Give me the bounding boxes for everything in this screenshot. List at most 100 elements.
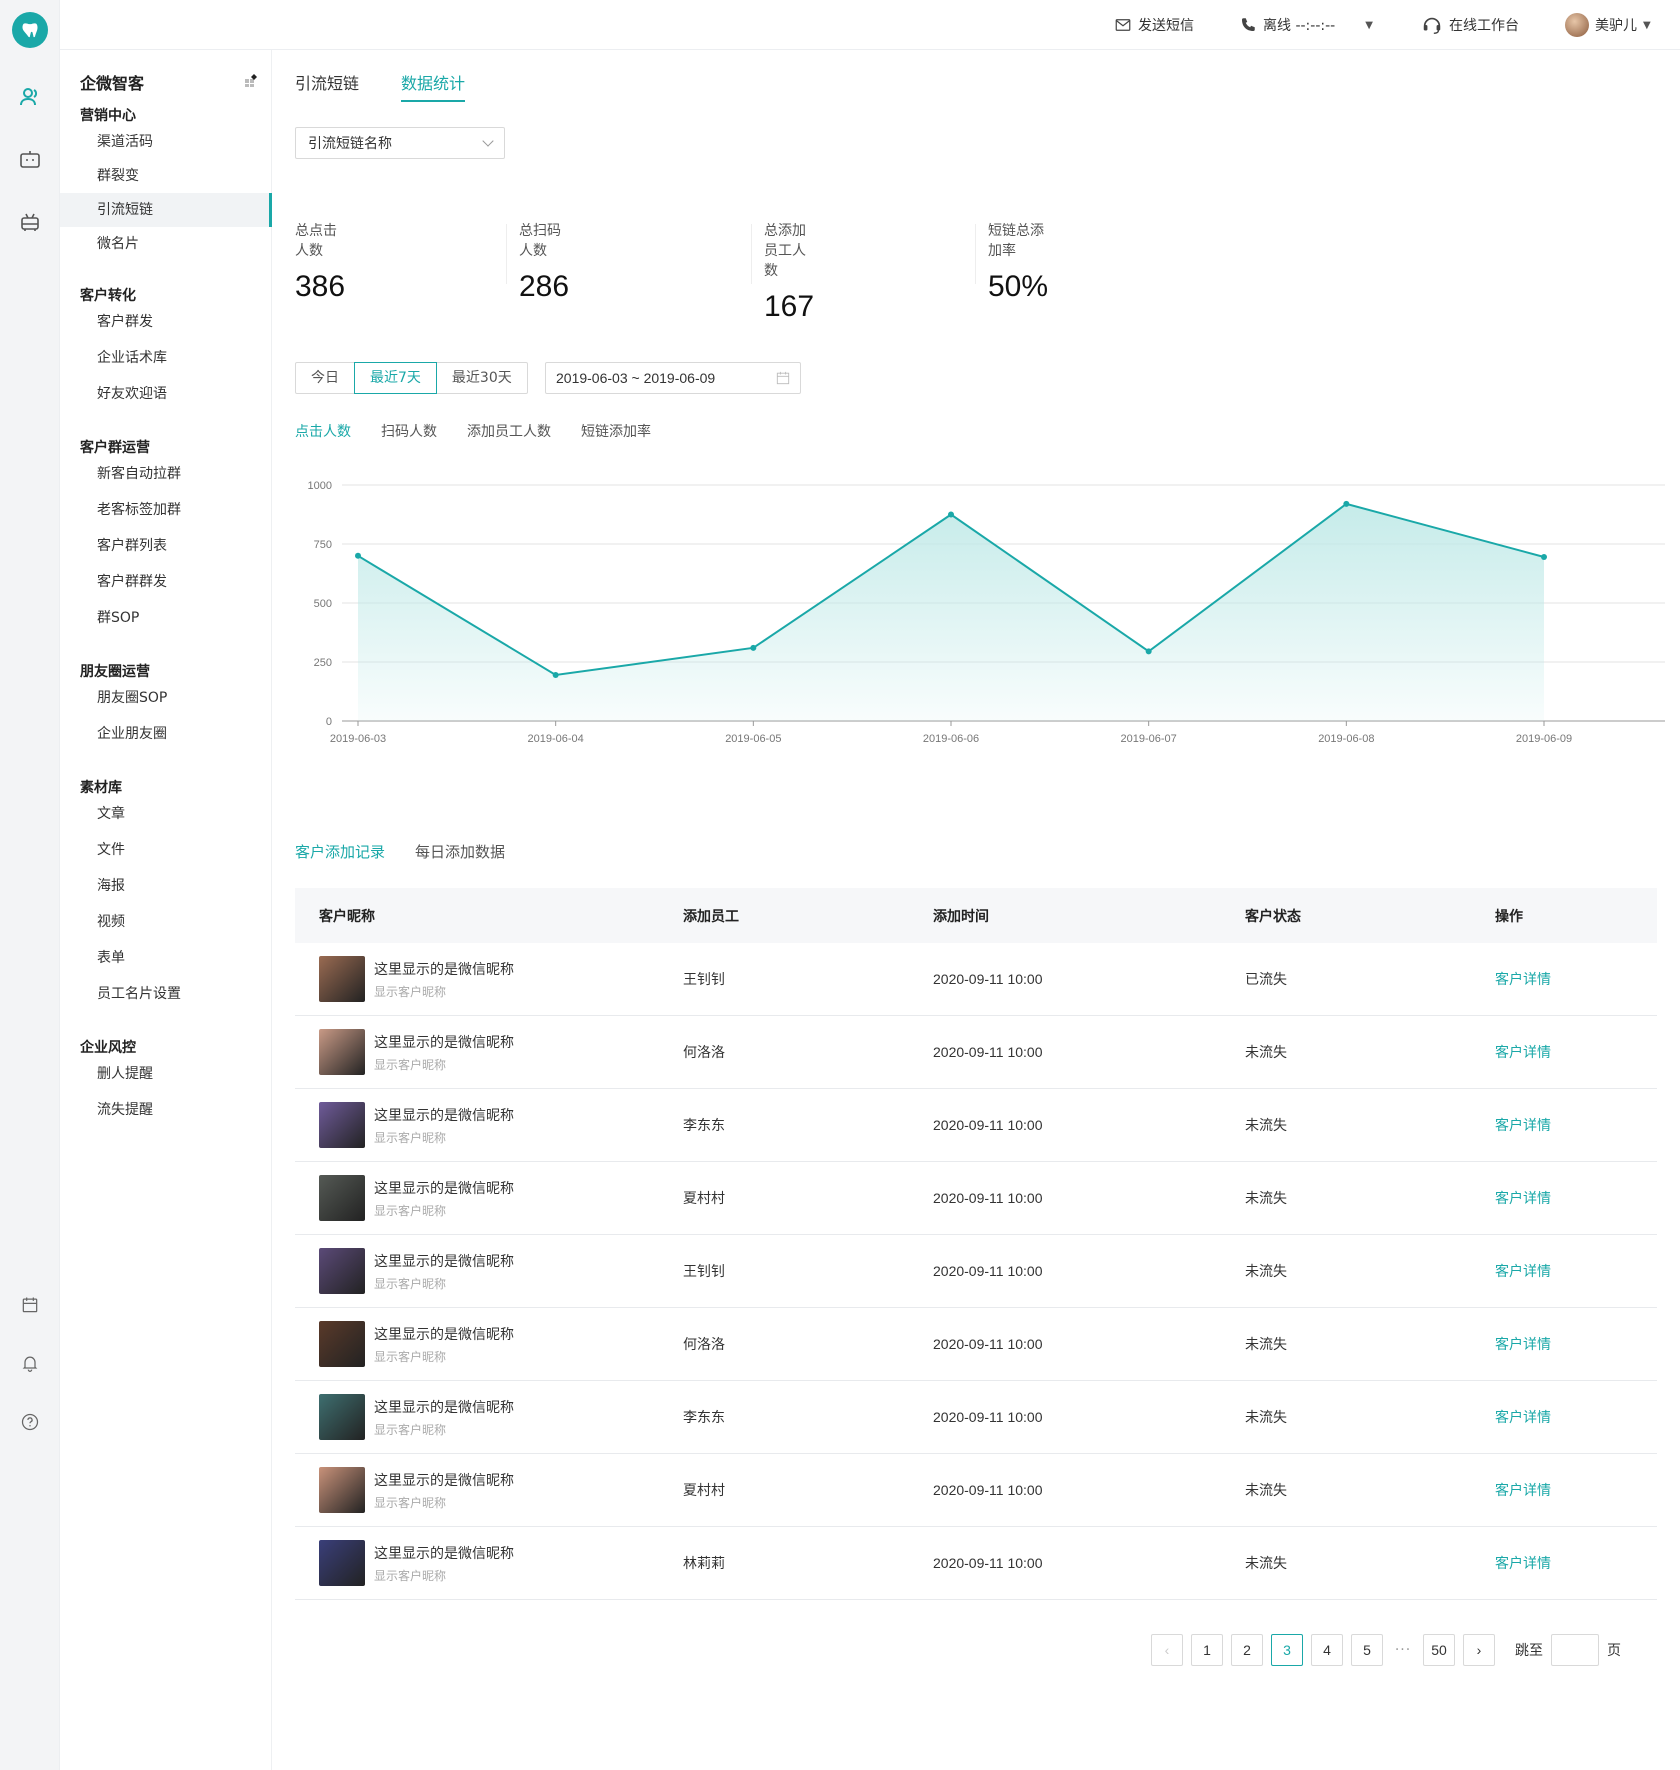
sidebar-item[interactable]: 企业朋友圈 [97, 726, 167, 742]
customer-detail-link[interactable]: 客户详情 [1495, 1045, 1551, 1061]
tab-daily-data[interactable]: 每日添加数据 [415, 843, 506, 861]
data-point [355, 552, 361, 559]
sidebar-item[interactable]: 引流短链 [60, 193, 272, 227]
customer-detail-link[interactable]: 客户详情 [1495, 1264, 1551, 1280]
page-3[interactable]: 3 [1271, 1634, 1303, 1666]
customer-detail-link[interactable]: 客户详情 [1495, 972, 1551, 988]
customer-status: 未流失 [1245, 1118, 1287, 1134]
calendar-icon[interactable] [15, 1290, 45, 1320]
tab-short-link[interactable]: 引流短链 [295, 74, 360, 93]
sidebar-item[interactable]: 好友欢迎语 [97, 386, 167, 402]
caret-down-icon: ▼ [1365, 19, 1373, 31]
sidebar-item[interactable]: 文件 [97, 842, 125, 858]
tab-customer-records[interactable]: 客户添加记录 [295, 843, 386, 861]
page-5[interactable]: 5 [1351, 1634, 1383, 1666]
sidebar-item[interactable]: 文章 [97, 806, 125, 822]
headset-icon [1423, 17, 1441, 34]
customer-nickname: 显示客户昵称 [374, 1568, 447, 1583]
sidebar-item[interactable]: 群裂变 [97, 168, 139, 184]
stat-value: 50% [988, 270, 1049, 303]
sidebar-item[interactable]: 新客自动拉群 [97, 466, 181, 482]
sidebar-item[interactable]: 客户群列表 [97, 538, 167, 554]
wechat-nickname: 这里显示的是微信昵称 [374, 961, 514, 978]
customer-status: 未流失 [1245, 1410, 1287, 1426]
data-point [552, 671, 559, 678]
range-today-button[interactable]: 今日 [295, 362, 355, 394]
collapse-sidebar-icon[interactable] [243, 72, 259, 88]
metric-tab-scans[interactable]: 扫码人数 [381, 424, 437, 440]
wechat-nickname: 这里显示的是微信昵称 [374, 1180, 514, 1197]
wechat-nickname: 这里显示的是微信昵称 [374, 1326, 514, 1343]
customer-detail-link[interactable]: 客户详情 [1495, 1410, 1551, 1426]
customer-avatar [319, 1540, 365, 1586]
sidebar-item[interactable]: 客户群群发 [97, 574, 167, 590]
sidebar-item[interactable]: 客户群发 [97, 314, 153, 330]
wechat-nickname: 这里显示的是微信昵称 [374, 1034, 514, 1051]
data-point [750, 644, 757, 651]
bus-icon[interactable] [15, 208, 45, 238]
main-content: 引流短链 数据统计 引流短链名称 总点击人数 386 总扫码人数 286 总添加… [272, 50, 1680, 1770]
customer-names: 这里显示的是微信昵称 显示客户昵称 [374, 1397, 514, 1438]
sidebar-item[interactable]: 流失提醒 [97, 1102, 153, 1118]
range-7days-button[interactable]: 最近7天 [354, 362, 437, 394]
prev-page-button[interactable]: ‹ [1151, 1634, 1183, 1666]
customer-status: 未流失 [1245, 1191, 1287, 1207]
customer-detail-link[interactable]: 客户详情 [1495, 1118, 1551, 1134]
next-page-button[interactable]: › [1463, 1634, 1495, 1666]
sidebar-item[interactable]: 企业话术库 [97, 350, 167, 366]
sidebar-item[interactable]: 朋友圈SOP [97, 690, 168, 706]
sidebar-item[interactable]: 群SOP [97, 610, 140, 626]
add-time: 2020-09-11 10:00 [933, 1190, 1043, 1206]
customer-cell: 这里显示的是微信昵称 显示客户昵称 [295, 1467, 683, 1513]
wechat-nickname: 这里显示的是微信昵称 [374, 1472, 514, 1489]
sidebar-item[interactable]: 微名片 [97, 236, 139, 252]
send-sms-button[interactable]: 发送短信 [1114, 0, 1194, 50]
tab-data-statistics[interactable]: 数据统计 [401, 70, 466, 102]
sidebar-item[interactable]: 删人提醒 [97, 1066, 153, 1082]
stat-value: 167 [764, 290, 815, 323]
page-last[interactable]: 50 [1423, 1634, 1455, 1666]
phone-status-dropdown[interactable]: 离线 --:--:-- ▼ [1239, 0, 1373, 50]
online-workbench-button[interactable]: 在线工作台 [1421, 0, 1519, 50]
col-add-time: 添加时间 [933, 907, 989, 924]
x-tick-label: 2019-06-05 [725, 733, 781, 745]
customers-icon[interactable] [15, 82, 45, 112]
bell-icon[interactable] [15, 1348, 45, 1378]
customer-avatar [319, 1248, 365, 1294]
page-4[interactable]: 4 [1311, 1634, 1343, 1666]
metric-tab-staff-added[interactable]: 添加员工人数 [467, 424, 551, 440]
stat-label: 总添加员工人数 [764, 223, 806, 279]
page-suffix: 页 [1607, 1643, 1621, 1659]
sidebar-item[interactable]: 海报 [97, 878, 125, 894]
sidebar-item[interactable]: 员工名片设置 [97, 986, 181, 1002]
customer-detail-link[interactable]: 客户详情 [1495, 1337, 1551, 1353]
online-workbench-label: 在线工作台 [1449, 18, 1519, 34]
help-icon[interactable] [15, 1407, 45, 1437]
customer-avatar [319, 1175, 365, 1221]
customer-cell: 这里显示的是微信昵称 显示客户昵称 [295, 1029, 683, 1075]
page-tabs: 引流短链 数据统计 [295, 70, 466, 102]
metric-tab-clicks[interactable]: 点击人数 [295, 424, 351, 440]
customer-avatar [319, 1029, 365, 1075]
customer-detail-link[interactable]: 客户详情 [1495, 1556, 1551, 1572]
sidebar-item[interactable]: 视频 [97, 914, 125, 930]
user-menu[interactable]: 美驴儿 ▼ [1565, 0, 1651, 50]
metric-tab-add-rate[interactable]: 短链添加率 [581, 424, 651, 440]
date-range-picker[interactable]: 2019-06-03 ~ 2019-06-09 [545, 362, 801, 394]
chat-bot-icon[interactable] [15, 145, 45, 175]
page-1[interactable]: 1 [1191, 1634, 1223, 1666]
x-tick-label: 2019-06-07 [1121, 733, 1177, 745]
short-link-name-select[interactable]: 引流短链名称 [295, 127, 505, 159]
add-time: 2020-09-11 10:00 [933, 1117, 1043, 1133]
customer-detail-link[interactable]: 客户详情 [1495, 1191, 1551, 1207]
customer-nickname: 显示客户昵称 [374, 1276, 447, 1291]
wechat-nickname: 这里显示的是微信昵称 [374, 1545, 514, 1562]
app-logo[interactable] [12, 12, 48, 48]
sidebar-item[interactable]: 渠道活码 [97, 134, 153, 150]
jump-page-input[interactable] [1551, 1634, 1599, 1666]
sidebar-item[interactable]: 表单 [97, 950, 125, 966]
page-2[interactable]: 2 [1231, 1634, 1263, 1666]
customer-detail-link[interactable]: 客户详情 [1495, 1483, 1551, 1499]
sidebar-item[interactable]: 老客标签加群 [97, 502, 181, 518]
range-30days-button[interactable]: 最近30天 [435, 362, 528, 394]
